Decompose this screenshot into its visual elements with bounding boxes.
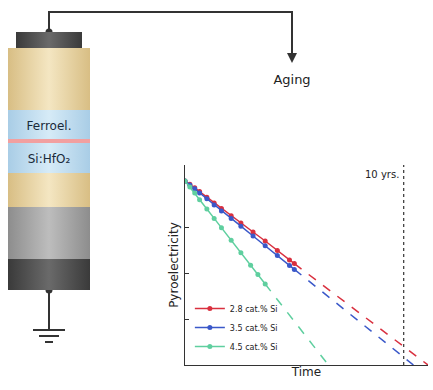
svg-text:2.8 cat.% Si: 2.8 cat.% Si bbox=[230, 305, 278, 314]
svg-text:Time: Time bbox=[291, 365, 321, 379]
svg-text:3.5 cat.% Si: 3.5 cat.% Si bbox=[230, 324, 278, 333]
svg-text:4.5 cat.% Si: 4.5 cat.% Si bbox=[230, 343, 278, 352]
svg-text:Aging: Aging bbox=[273, 72, 310, 87]
svg-text:Si:HfO₂: Si:HfO₂ bbox=[28, 152, 71, 166]
svg-text:Ferroel.: Ferroel. bbox=[27, 119, 72, 133]
svg-text:Pyroelectricity: Pyroelectricity bbox=[167, 222, 181, 308]
svg-text:10 yrs.: 10 yrs. bbox=[365, 169, 399, 180]
